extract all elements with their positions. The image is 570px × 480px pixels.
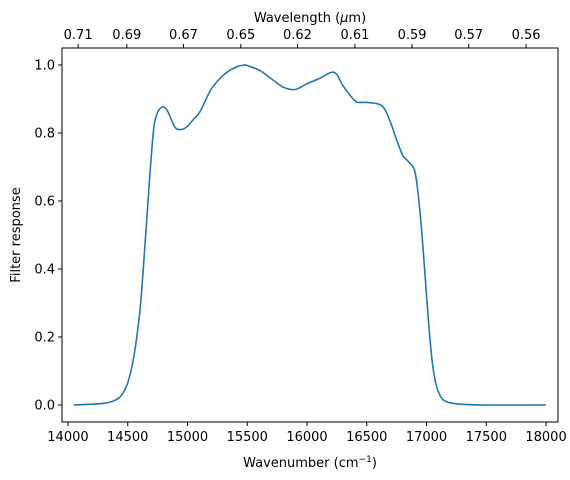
- y-axis-label: Filter response: [9, 187, 24, 282]
- x-tick-label: 16000: [286, 430, 327, 445]
- y-tick-label: 1.0: [34, 59, 55, 74]
- x-axis-label-exponent: −1: [359, 455, 372, 465]
- top-axis-label-end: m): [348, 11, 366, 26]
- data-layer: [73, 64, 547, 406]
- top-tick-label: 0.56: [512, 28, 541, 43]
- y-tick-label: 0.8: [34, 127, 55, 142]
- top-axis-label: Wavelength (μm): [254, 11, 366, 26]
- x-tick-label: 15500: [227, 430, 268, 445]
- top-tick-label: 0.67: [169, 28, 198, 43]
- top-axis-label-mu: μ: [339, 11, 348, 26]
- top-tick-label: 0.65: [226, 28, 255, 43]
- x-tick-label: 18000: [525, 430, 566, 445]
- plot-area: [61, 47, 559, 423]
- filter-response-line: [73, 64, 547, 406]
- x-tick-label: 16500: [346, 430, 387, 445]
- top-tick-label: 0.62: [283, 28, 312, 43]
- x-axis-label: Wavenumber (cm−1): [243, 455, 377, 471]
- y-tick-label: 0.6: [34, 195, 55, 210]
- x-tick-label: 17000: [406, 430, 447, 445]
- x-tick-label: 14500: [107, 430, 148, 445]
- top-tick-label: 0.57: [454, 28, 483, 43]
- y-tick-label: 0.4: [34, 263, 55, 278]
- plot-frame: [61, 47, 559, 423]
- x-axis-top: 0.71 0.69 0.67 0.65 0.62 0.61 0.59 0.57 0.56: [64, 28, 541, 48]
- y-tick-label: 0.0: [34, 399, 55, 414]
- x-tick-label: 17500: [466, 430, 507, 445]
- top-tick-label: 0.61: [340, 28, 369, 43]
- x-tick-label: 15000: [167, 430, 208, 445]
- top-tick-label: 0.59: [398, 28, 427, 43]
- x-tick-label: 14000: [47, 430, 88, 445]
- x-axis-label-end: ): [372, 456, 377, 471]
- y-tick-label: 0.2: [34, 331, 55, 346]
- top-tick-label: 0.71: [64, 28, 93, 43]
- y-axis-left: 0.0 0.2 0.4 0.6 0.8 1.0: [34, 59, 62, 414]
- x-axis-bottom: 14000 14500 15000 15500 16000 16500 17000 17500…: [47, 422, 567, 445]
- top-tick-label: 0.69: [112, 28, 141, 43]
